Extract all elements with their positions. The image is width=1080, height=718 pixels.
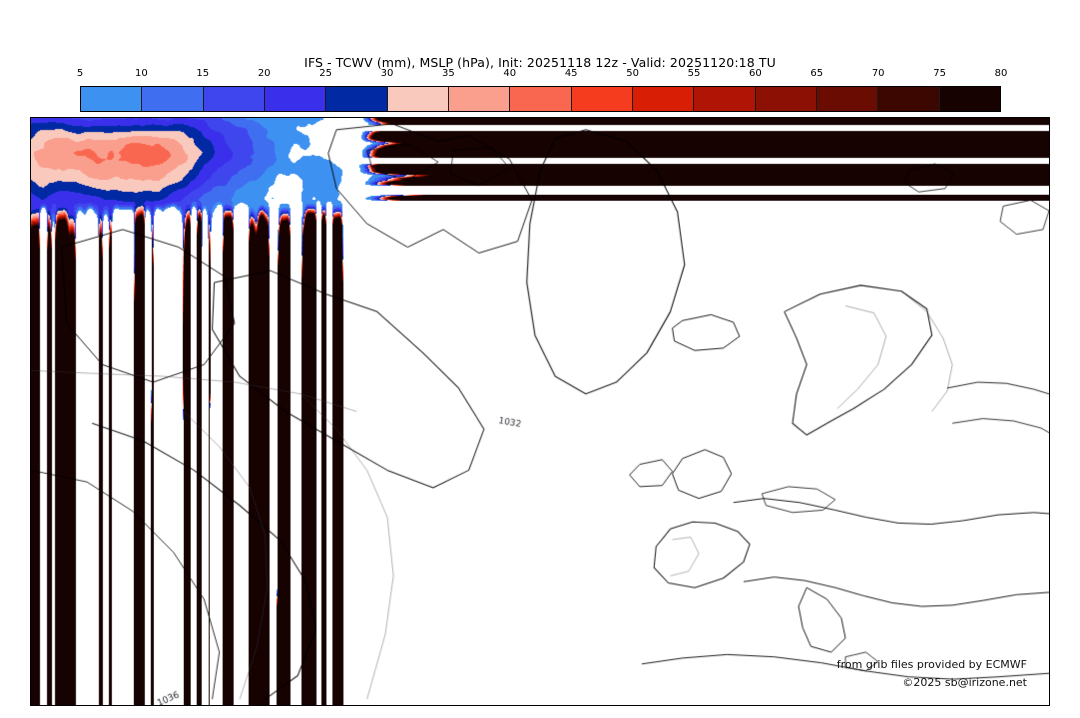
map-panel[interactable]: from grib files provided by ECMWF ©2025 …: [30, 117, 1050, 706]
tcwv-mslp-map[interactable]: [31, 118, 1049, 705]
colorbar-tick-20: 20: [257, 68, 271, 79]
colorbar-tick-65: 65: [810, 68, 824, 79]
colorbar-tick-75: 75: [933, 68, 946, 79]
colorbar-swatch-75: [939, 87, 1000, 111]
colorbar-swatch-30: [387, 87, 449, 111]
colorbar-tick-60: 60: [749, 68, 762, 79]
page-title: IFS - TCWV (mm), MSLP (hPa), Init: 20251…: [304, 55, 776, 70]
colorbar-tick-45: 45: [564, 68, 578, 79]
copyright-credit: ©2025 sb@irizone.net: [902, 676, 1027, 689]
colorbar-tick-35: 35: [442, 68, 455, 79]
colorbar-swatch-60: [755, 87, 817, 111]
colorbar-tick-50: 50: [626, 68, 639, 79]
colorbar-swatch-55: [694, 87, 756, 111]
colorbar-swatch-70: [878, 87, 940, 111]
colorbar-swatch-20: [264, 87, 327, 111]
colorbar-tick-30: 30: [380, 68, 394, 79]
colorbar-tick-40: 40: [503, 68, 517, 79]
colorbar-swatch-15: [203, 87, 265, 111]
colorbar-swatch-25: [326, 87, 388, 111]
colorbar-swatch-10: [142, 87, 204, 111]
colorbar-swatch-50: [632, 87, 695, 111]
colorbar: 5 10 15 20 25 30 35 40 45 50 55 60 65 70 75 80: [76, 68, 1008, 112]
colorbar-tick-80: 80: [994, 68, 1008, 79]
colorbar-swatch-45: [571, 87, 633, 111]
colorbar-tick-15: 15: [196, 68, 210, 79]
data-source-credit: from grib files provided by ECMWF: [836, 658, 1027, 671]
colorbar-tick-70: 70: [871, 68, 885, 79]
colorbar-tick-5: 5: [76, 68, 84, 79]
colorbar-tick-labels: 5 10 15 20 25 30 35 40 45 50 55 60 65 70 75 80: [76, 68, 1008, 86]
colorbar-tick-55: 55: [687, 68, 701, 79]
colorbar-swatch-40: [510, 87, 572, 111]
colorbar-swatch-65: [816, 87, 879, 111]
colorbar-tick-10: 10: [135, 68, 148, 79]
colorbar-swatches: [80, 86, 1001, 112]
colorbar-swatch-5: [81, 87, 143, 111]
colorbar-swatch-35: [448, 87, 511, 111]
colorbar-tick-25: 25: [319, 68, 332, 79]
